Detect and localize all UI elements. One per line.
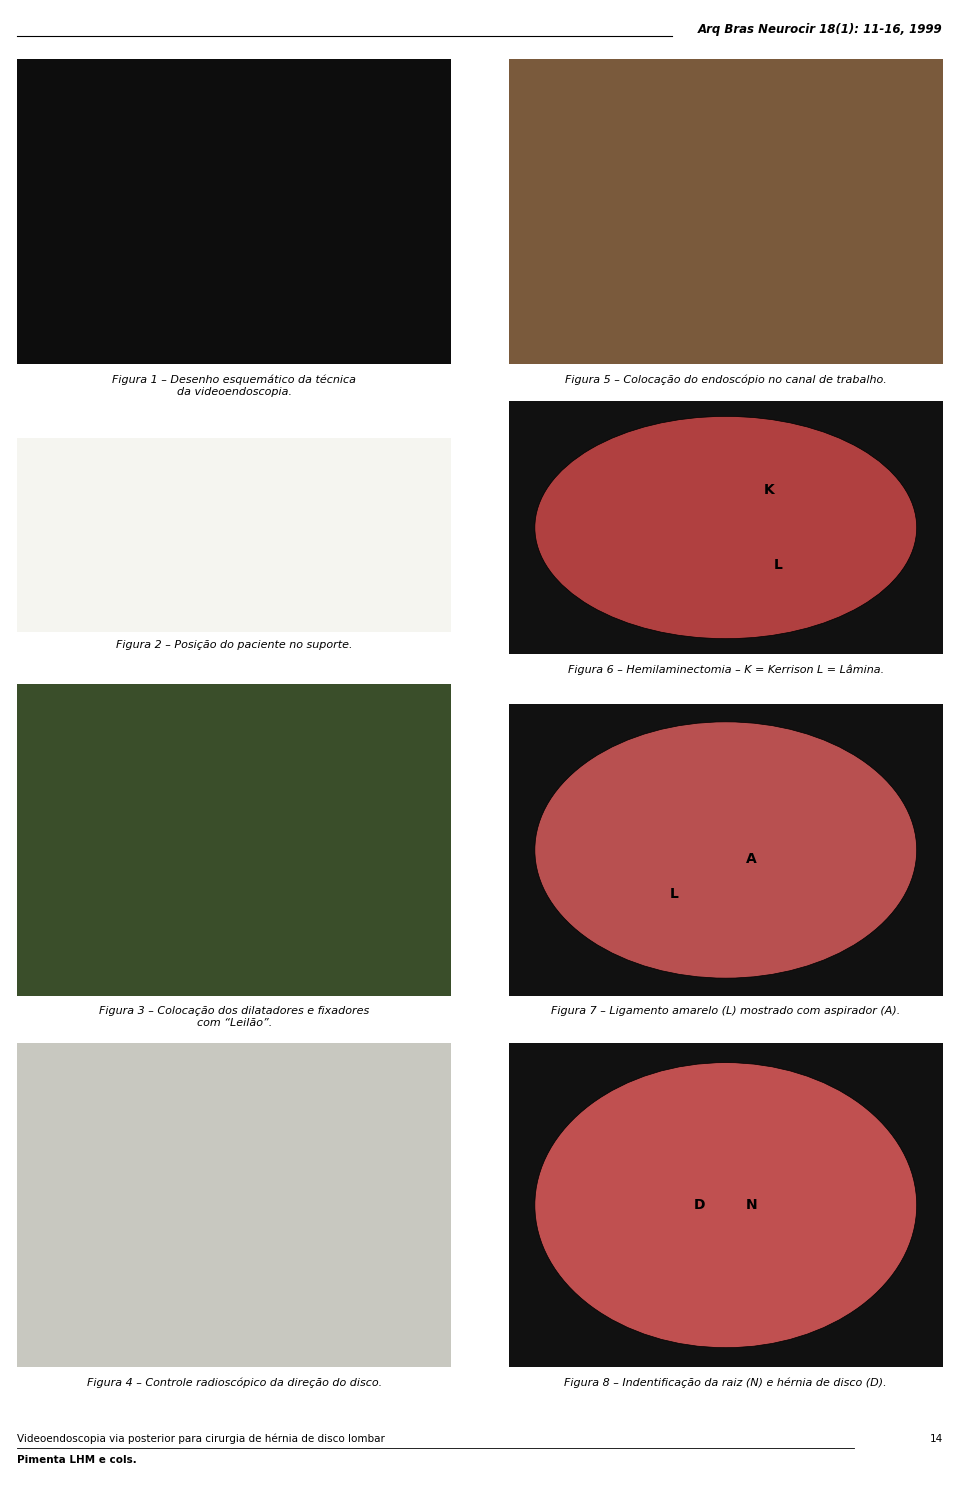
Bar bbox=[17, 684, 451, 996]
Bar bbox=[509, 401, 943, 654]
Ellipse shape bbox=[535, 416, 917, 639]
Text: Pimenta LHM e cols.: Pimenta LHM e cols. bbox=[17, 1455, 137, 1465]
Bar bbox=[17, 1043, 451, 1367]
Text: Figura 6 – Hemilaminectomia – K = Kerrison L = Lâmina.: Figura 6 – Hemilaminectomia – K = Kerris… bbox=[567, 664, 884, 675]
Ellipse shape bbox=[535, 722, 917, 978]
Text: N: N bbox=[746, 1198, 757, 1213]
Text: D: D bbox=[694, 1198, 706, 1213]
Bar bbox=[509, 59, 943, 364]
Text: Videoendoscopia via posterior para cirurgia de hérnia de disco lombar: Videoendoscopia via posterior para cirur… bbox=[17, 1434, 385, 1444]
Bar bbox=[17, 438, 451, 632]
Text: Figura 4 – Controle radioscópico da direção do disco.: Figura 4 – Controle radioscópico da dire… bbox=[86, 1378, 382, 1388]
Text: Arq Bras Neurocir 18(1): 11-16, 1999: Arq Bras Neurocir 18(1): 11-16, 1999 bbox=[698, 24, 943, 36]
Text: Figura 7 – Ligamento amarelo (L) mostrado com aspirador (A).: Figura 7 – Ligamento amarelo (L) mostrad… bbox=[551, 1006, 900, 1016]
Text: L: L bbox=[669, 887, 678, 901]
Text: Figura 8 – Indentificação da raiz (N) e hérnia de disco (D).: Figura 8 – Indentificação da raiz (N) e … bbox=[564, 1378, 887, 1388]
Text: A: A bbox=[747, 851, 757, 866]
Text: Figura 5 – Colocação do endoscópio no canal de trabalho.: Figura 5 – Colocação do endoscópio no ca… bbox=[564, 374, 887, 385]
Text: 14: 14 bbox=[929, 1434, 943, 1444]
Text: L: L bbox=[774, 559, 782, 572]
Text: Figura 2 – Posição do paciente no suporte.: Figura 2 – Posição do paciente no suport… bbox=[116, 640, 352, 651]
Ellipse shape bbox=[535, 1062, 917, 1348]
Bar bbox=[17, 59, 451, 364]
Bar bbox=[509, 1043, 943, 1367]
Text: K: K bbox=[764, 483, 775, 496]
Text: Figura 1 – Desenho esquemático da técnica
da videoendoscopia.: Figura 1 – Desenho esquemático da técnic… bbox=[112, 374, 356, 397]
Bar bbox=[509, 704, 943, 996]
Text: Figura 3 – Colocação dos dilatadores e fixadores
com “Leilão”.: Figura 3 – Colocação dos dilatadores e f… bbox=[99, 1006, 370, 1028]
